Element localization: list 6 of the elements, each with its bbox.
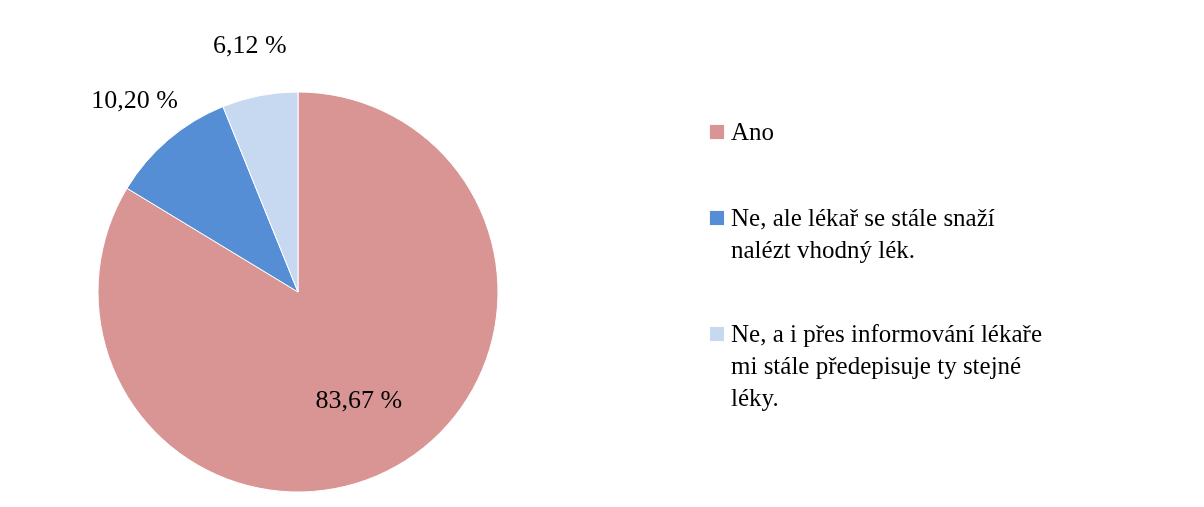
data-label: 10,20 % bbox=[91, 85, 179, 115]
data-label: 6,12 % bbox=[213, 29, 287, 59]
legend-label: Ne, ale lékař se stále snaží nalézt vhodný lék. bbox=[731, 204, 995, 263]
legend-label: Ano bbox=[731, 118, 775, 145]
data-label: 83,67 % bbox=[315, 385, 403, 415]
legend-label: Ne, a i přes informování lékaře mi stále předepisuje ty stejné léky. bbox=[731, 320, 1042, 411]
